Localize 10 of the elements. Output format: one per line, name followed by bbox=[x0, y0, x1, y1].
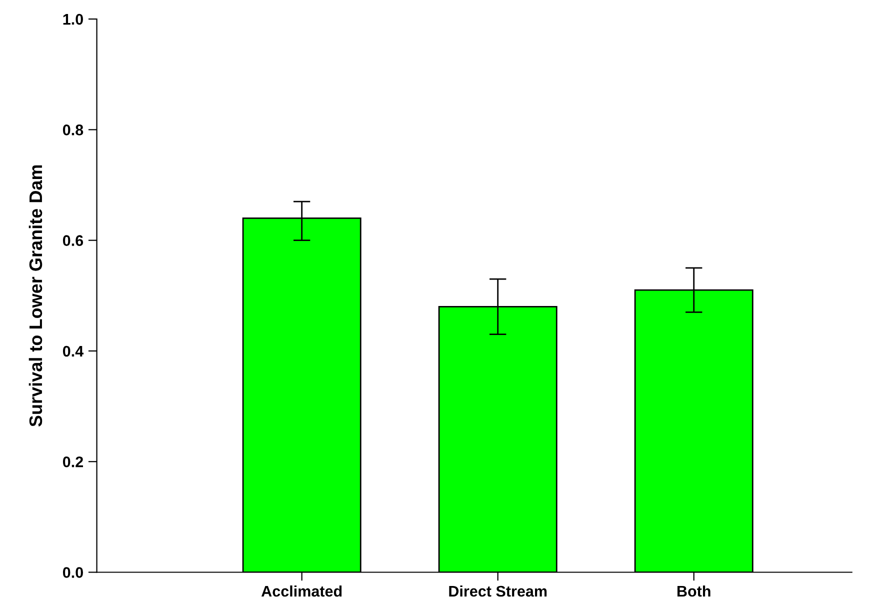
y-tick-label: 0.0 bbox=[62, 567, 83, 578]
y-tick-label: 0.8 bbox=[62, 124, 84, 136]
y-axis-title: Survival to Lower Granite Dam bbox=[28, 165, 42, 427]
x-tick-label: Both bbox=[677, 585, 710, 597]
x-tick-label: Direct Stream bbox=[449, 585, 547, 597]
y-tick-label: 0.4 bbox=[62, 346, 84, 357]
y-tick-label: 0.6 bbox=[62, 235, 84, 246]
y-tick-label: 0.2 bbox=[62, 456, 83, 468]
y-tick-label: 1.0 bbox=[63, 14, 83, 25]
x-tick-label: Acclimated bbox=[261, 585, 342, 597]
